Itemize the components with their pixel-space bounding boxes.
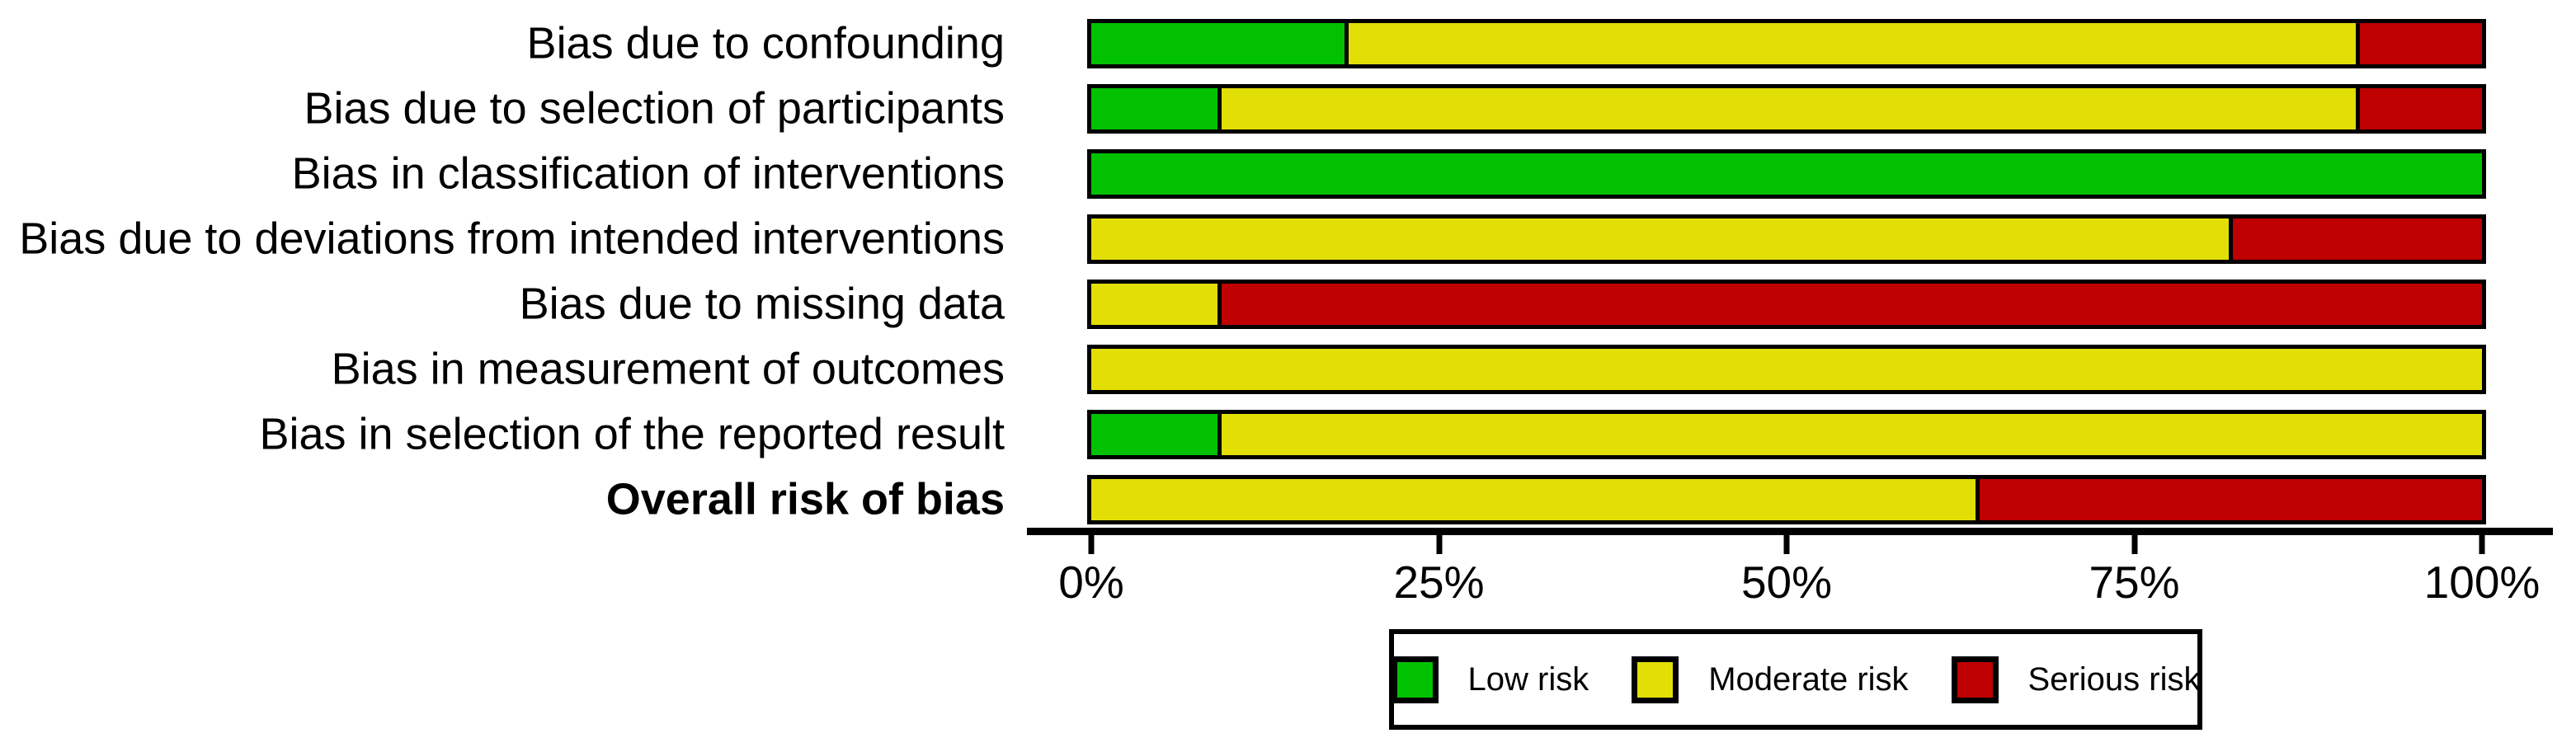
bar-segment-low-risk bbox=[1091, 88, 1218, 129]
x-axis-tick-label: 50% bbox=[1740, 557, 1833, 608]
bar-row: Bias due to missing data bbox=[0, 280, 2576, 329]
legend-swatch-low-risk bbox=[1391, 656, 1439, 703]
legend-item: Moderate risk bbox=[1632, 656, 1909, 703]
legend-swatch-moderate-risk bbox=[1632, 656, 1679, 703]
bar-segment-serious-risk bbox=[1217, 284, 2482, 325]
category-label: Bias due to selection of participants bbox=[304, 83, 1005, 134]
bar-segment-low-risk bbox=[1091, 414, 1218, 455]
bar-segment-serious-risk bbox=[2355, 88, 2482, 129]
x-axis-line bbox=[1027, 528, 2553, 535]
x-axis-tick bbox=[2479, 535, 2485, 554]
category-label: Overall risk of bias bbox=[605, 474, 1005, 524]
category-label: Bias in measurement of outcomes bbox=[331, 344, 1005, 394]
stacked-bar bbox=[1087, 84, 2486, 134]
stacked-bar bbox=[1087, 149, 2486, 199]
category-label: Bias in selection of the reported result bbox=[259, 409, 1005, 459]
bar-segment-moderate-risk bbox=[1217, 414, 2482, 455]
bar-segment-serious-risk bbox=[2229, 219, 2482, 260]
legend-swatch-serious-risk bbox=[1951, 656, 1999, 703]
bar-row: Bias due to deviations from intended int… bbox=[0, 214, 2576, 264]
x-axis-tick-label: 0% bbox=[1058, 557, 1124, 608]
x-axis-tick-label: 25% bbox=[1393, 557, 1485, 608]
stacked-bar bbox=[1087, 214, 2486, 264]
x-axis-tick-label: 75% bbox=[2089, 557, 2180, 608]
legend-item: Low risk bbox=[1391, 656, 1589, 703]
x-axis-tick bbox=[1783, 535, 1790, 554]
x-axis-tick-label: 100% bbox=[2423, 557, 2541, 608]
x-axis-tick bbox=[1436, 535, 1442, 554]
stacked-bar bbox=[1087, 475, 2486, 524]
legend-item: Serious risk bbox=[1951, 656, 2201, 703]
x-axis-tick bbox=[1088, 535, 1095, 554]
bar-segment-moderate-risk bbox=[1091, 284, 1218, 325]
bar-segment-moderate-risk bbox=[1091, 349, 2482, 390]
legend: Low risk Moderate risk Serious risk bbox=[1389, 629, 2202, 730]
category-label: Bias due to confounding bbox=[526, 18, 1005, 68]
bar-row: Overall risk of bias bbox=[0, 475, 2576, 524]
x-axis-tick bbox=[2131, 535, 2137, 554]
stacked-bar bbox=[1087, 19, 2486, 68]
stacked-bar bbox=[1087, 410, 2486, 459]
legend-label: Moderate risk bbox=[1708, 660, 1909, 698]
legend-label: Serious risk bbox=[2027, 660, 2201, 698]
category-label: Bias due to missing data bbox=[519, 279, 1005, 329]
bar-row: Bias due to confounding bbox=[0, 19, 2576, 68]
bar-row: Bias in selection of the reported result bbox=[0, 410, 2576, 459]
bar-segment-moderate-risk bbox=[1091, 219, 2230, 260]
bar-row: Bias due to selection of participants bbox=[0, 84, 2576, 134]
bar-segment-serious-risk bbox=[1976, 479, 2482, 520]
category-label: Bias due to deviations from intended int… bbox=[19, 214, 1005, 264]
bar-segment-moderate-risk bbox=[1091, 479, 1976, 520]
bar-segment-moderate-risk bbox=[1344, 23, 2356, 64]
stacked-bar bbox=[1087, 345, 2486, 394]
bar-segment-serious-risk bbox=[2355, 23, 2482, 64]
legend-label: Low risk bbox=[1467, 660, 1589, 698]
bar-row: Bias in classification of interventions bbox=[0, 149, 2576, 199]
bar-row: Bias in measurement of outcomes bbox=[0, 345, 2576, 394]
category-label: Bias in classification of interventions bbox=[291, 148, 1005, 199]
bar-segment-low-risk bbox=[1091, 23, 1345, 64]
bar-segment-moderate-risk bbox=[1217, 88, 2356, 129]
stacked-bar bbox=[1087, 280, 2486, 329]
bar-segment-low-risk bbox=[1091, 153, 2482, 195]
